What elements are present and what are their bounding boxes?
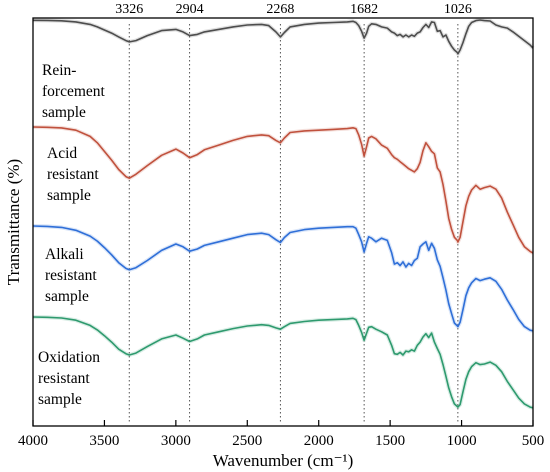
- peak-label-1026: 1026: [444, 2, 472, 17]
- x-tick-label-2000: 2000: [304, 433, 334, 449]
- x-tick-label-1000: 1000: [447, 433, 477, 449]
- series-line-3: [32, 225, 534, 332]
- series-labels: Rein-forcement sample Acid resistant sample A…: [38, 62, 106, 408]
- y-axis-title: Transmittance (%): [4, 159, 23, 285]
- series-lines: [32, 18, 535, 410]
- series-halo-2: [32, 125, 534, 255]
- peak-label-3326: 3326: [115, 2, 143, 17]
- x-tick-label-500: 500: [522, 433, 545, 449]
- x-tick-label-2500: 2500: [232, 433, 262, 449]
- series-line-1: [32, 19, 534, 55]
- peak-label-2268: 2268: [266, 2, 294, 17]
- series-label-3: Alkali resistant sample: [45, 246, 97, 305]
- x-tick-label-3500: 3500: [89, 433, 119, 449]
- series-label-2: Acid resistant sample: [47, 145, 99, 204]
- x-tick-label-3000: 3000: [161, 433, 191, 449]
- peak-label-1682: 1682: [350, 2, 378, 17]
- x-axis-ticks: 4000 3500 3000 2500 2000 1500 1000 500: [18, 420, 544, 449]
- series-label-4: Oxidation resistant sample: [38, 349, 100, 408]
- plot-frame: [32, 17, 534, 427]
- series-halo-4: [32, 315, 534, 410]
- series-line-2: [32, 126, 534, 254]
- peak-labels: 3326 2904 2268 1682 1026: [115, 2, 472, 17]
- series-line-4: [32, 316, 534, 409]
- peak-marker-lines: [128, 24, 459, 422]
- series-label-1: Rein-forcement sample: [42, 62, 106, 121]
- x-axis-title: Wavenumber (cm⁻¹): [213, 451, 354, 470]
- x-tick-label-4000: 4000: [18, 433, 48, 449]
- peak-label-2904: 2904: [176, 2, 204, 17]
- x-tick-label-1500: 1500: [375, 433, 405, 449]
